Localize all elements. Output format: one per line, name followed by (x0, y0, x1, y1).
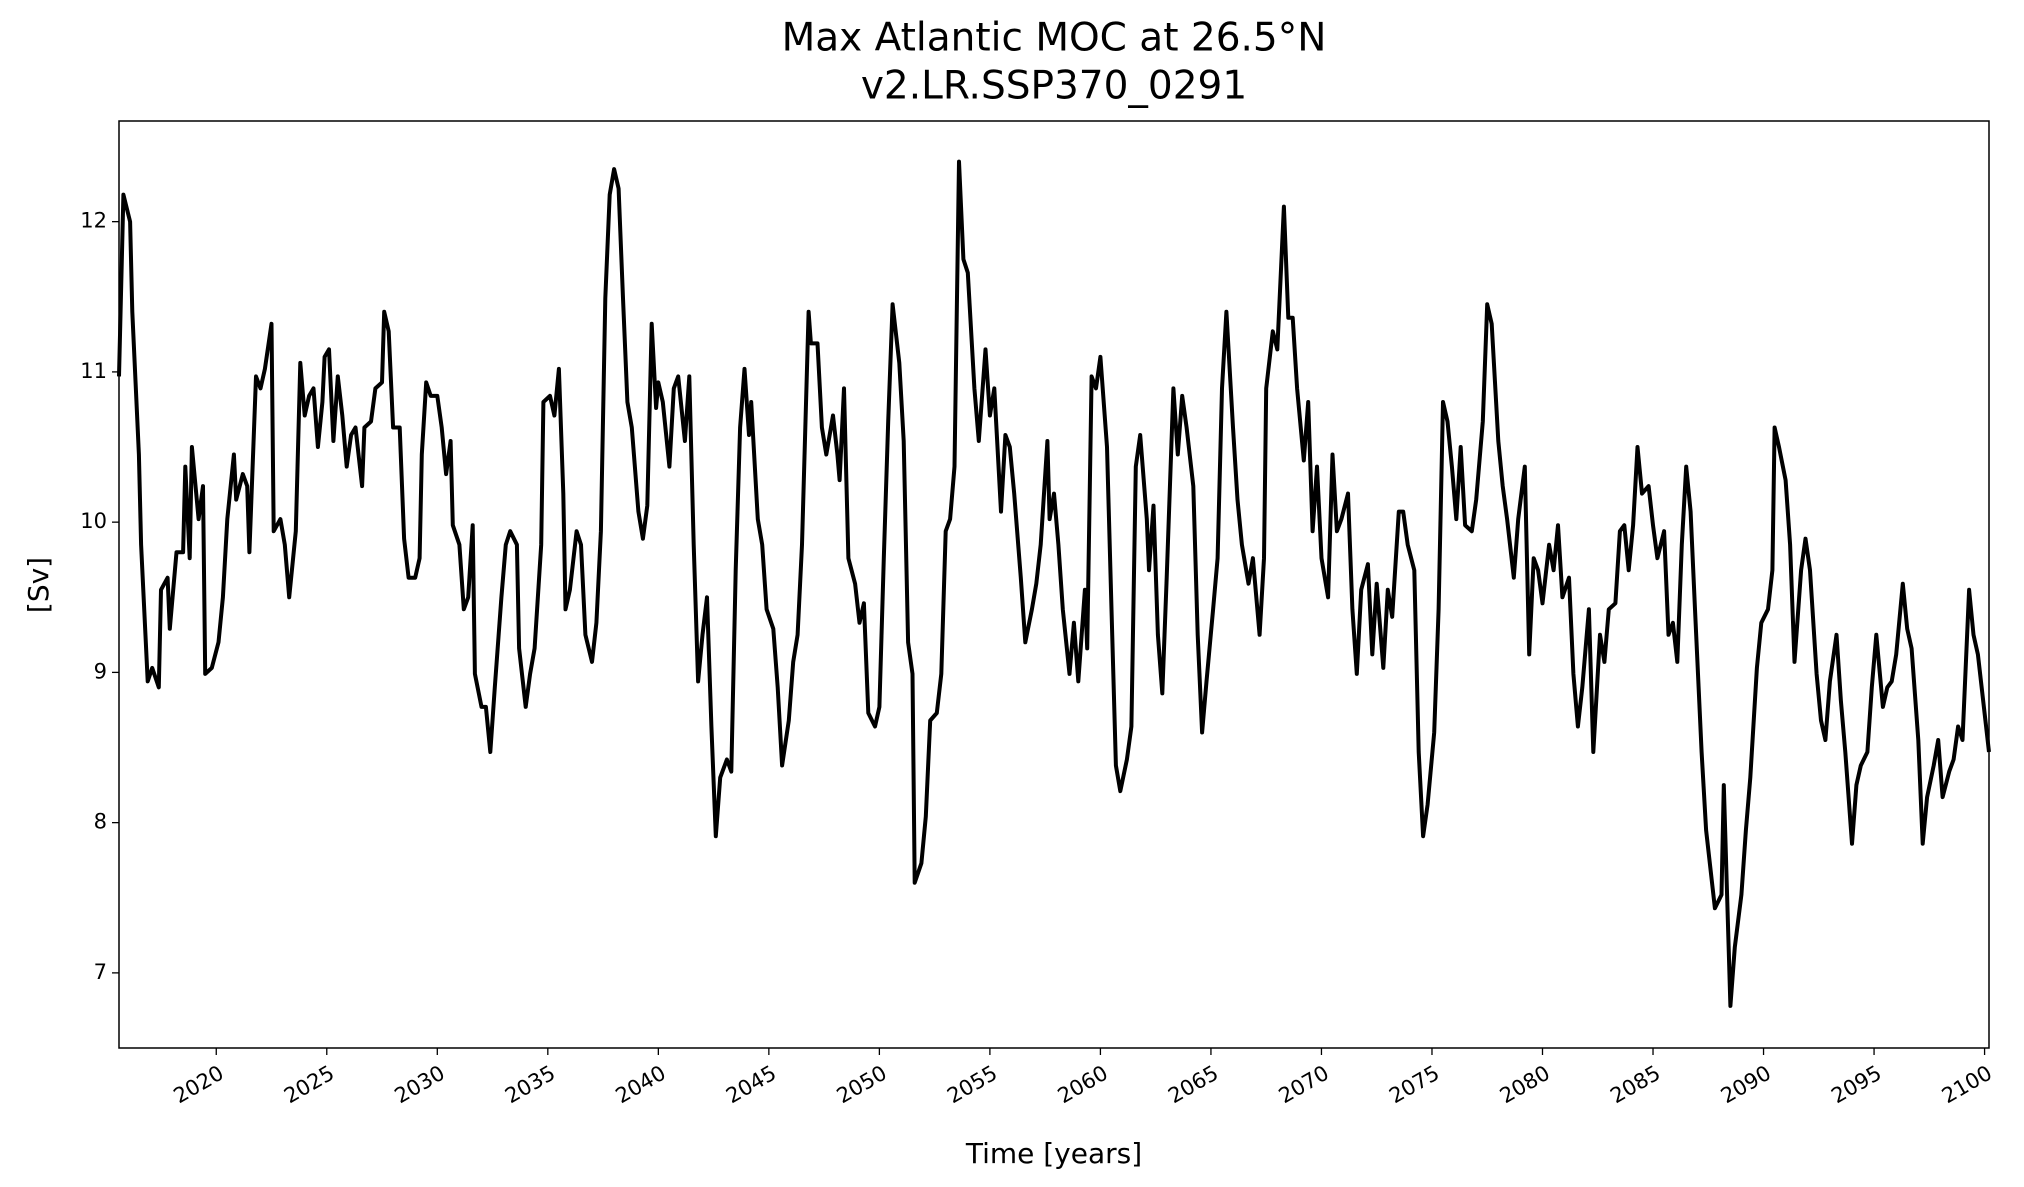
x-tick-label: 2020 (169, 1061, 227, 1109)
x-tick-label: 2070 (1275, 1061, 1333, 1109)
x-tick-label: 2095 (1827, 1061, 1885, 1109)
y-tick-label: 11 (80, 359, 107, 383)
x-tick-label: 2030 (391, 1061, 449, 1109)
chart-title: Max Atlantic MOC at 26.5°N (782, 16, 1327, 61)
y-axis-label: [Sv] (22, 557, 55, 613)
x-tick-label: 2040 (612, 1061, 670, 1109)
y-tick-label: 10 (80, 509, 107, 533)
x-tick-label: 2100 (1938, 1061, 1996, 1109)
chart-subtitle: v2.LR.SSP370_0291 (861, 64, 1247, 109)
x-tick-label: 2065 (1164, 1061, 1222, 1109)
x-tick-label: 2080 (1496, 1061, 1554, 1109)
x-tick-label: 2025 (280, 1061, 338, 1109)
y-tick-label: 7 (94, 960, 107, 984)
y-tick-label: 8 (94, 810, 107, 834)
y-tick-label: 12 (80, 209, 107, 233)
y-tick-label: 9 (94, 659, 107, 683)
x-tick-label: 2050 (833, 1061, 891, 1109)
x-tick-label: 2045 (722, 1061, 780, 1109)
x-tick-label: 2085 (1606, 1061, 1664, 1109)
x-axis-label: Time [years] (965, 1137, 1142, 1170)
x-tick-label: 2060 (1054, 1061, 1112, 1109)
x-tick-label: 2075 (1385, 1061, 1443, 1109)
plot-frame (118, 120, 1990, 1049)
x-tick-label: 2055 (943, 1061, 1001, 1109)
x-tick-label: 2090 (1717, 1061, 1775, 1109)
data-line (117, 159, 1991, 1008)
x-tick-label: 2035 (501, 1061, 559, 1109)
